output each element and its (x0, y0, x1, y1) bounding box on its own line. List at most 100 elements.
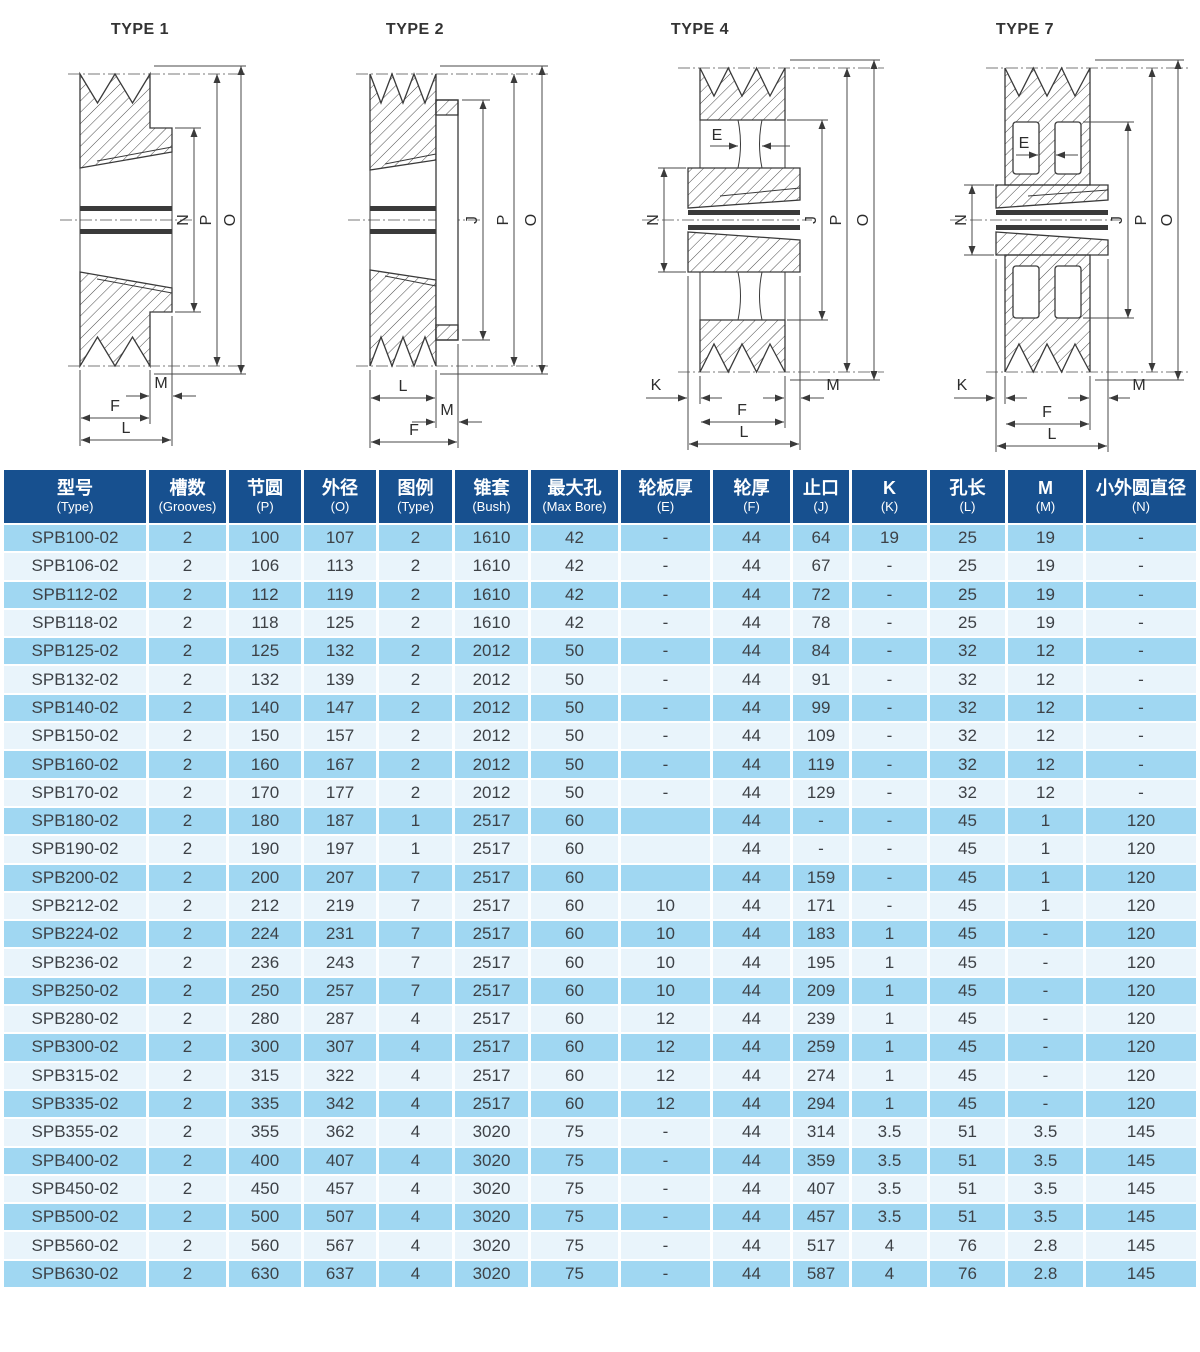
cell: 25 (930, 609, 1008, 639)
cell (621, 836, 713, 865)
cell: 197 (304, 836, 379, 865)
cell: - (1008, 1006, 1086, 1035)
cell: SPB450-02 (4, 1175, 149, 1205)
cell: 1 (379, 807, 455, 837)
cell: 2 (149, 977, 229, 1007)
cell: 3.5 (852, 1119, 930, 1148)
cell: 2 (149, 553, 229, 582)
cell: 2517 (455, 1090, 531, 1120)
cell: 75 (531, 1119, 621, 1148)
dim-label-m: M (826, 377, 839, 394)
cell: - (621, 609, 713, 639)
cell: 457 (304, 1175, 379, 1205)
cell: 322 (304, 1062, 379, 1091)
cell: 2 (149, 723, 229, 752)
cell: - (621, 723, 713, 752)
cell: - (621, 666, 713, 695)
cell: 1 (1008, 807, 1086, 837)
cell: SPB112-02 (4, 581, 149, 610)
cell: 32 (930, 666, 1008, 695)
cell: 10 (621, 949, 713, 978)
cell: 75 (531, 1175, 621, 1205)
cell: 145 (1086, 1119, 1196, 1148)
cell: 362 (304, 1119, 379, 1148)
cell: 407 (304, 1147, 379, 1176)
cell: - (1086, 525, 1196, 554)
cell: 4 (379, 1119, 455, 1148)
cell: 75 (531, 1232, 621, 1261)
cell: 183 (793, 921, 852, 950)
cell: 120 (1086, 892, 1196, 922)
cell: - (1086, 638, 1196, 667)
table-row: SPB300-02 2 300 307 4 2517 60 12 44 259 1 45-120 (4, 1034, 1196, 1063)
cell: 560 (229, 1232, 304, 1261)
cell: 1610 (455, 525, 531, 554)
cell: 231 (304, 921, 379, 950)
column-header: 型号 (Type) (4, 470, 149, 525)
cell: 113 (304, 553, 379, 582)
hub-upper-section (995, 184, 1109, 209)
cell: 120 (1086, 1034, 1196, 1063)
cell: - (621, 581, 713, 610)
cell: 2012 (455, 666, 531, 695)
cell: 42 (531, 525, 621, 554)
cell: 139 (304, 666, 379, 695)
cell: - (852, 807, 930, 837)
cell: 145 (1086, 1204, 1196, 1233)
cell: 2 (149, 1006, 229, 1035)
cell: 407 (793, 1175, 852, 1205)
dim-label-f: F (737, 402, 747, 419)
cell: SPB160-02 (4, 751, 149, 780)
cell: 140 (229, 694, 304, 724)
cell: 118 (229, 609, 304, 639)
cell: 44 (713, 921, 793, 950)
cell: 50 (531, 694, 621, 724)
cell: 109 (793, 723, 852, 752)
cell: 2.8 (1008, 1232, 1086, 1261)
cell: 2012 (455, 638, 531, 667)
table-row: SPB125-02 2 125 132 2 2012 50-44 84-32 12- (4, 638, 1196, 667)
cell: 60 (531, 949, 621, 978)
cell: 3.5 (852, 1175, 930, 1205)
cell: 2 (379, 723, 455, 752)
cell: 7 (379, 949, 455, 978)
cell: 125 (229, 638, 304, 667)
rim-upper-section (79, 71, 173, 169)
cell: 12 (621, 1062, 713, 1091)
hub-lower-section (995, 231, 1109, 256)
cell: 44 (713, 1147, 793, 1176)
cell: 99 (793, 694, 852, 724)
cell: - (852, 892, 930, 922)
cell: 274 (793, 1062, 852, 1091)
cell: 2 (379, 553, 455, 582)
dim-label-f: F (409, 422, 419, 439)
cell: 2 (149, 836, 229, 865)
cell: 132 (229, 666, 304, 695)
cell: 51 (930, 1204, 1008, 1233)
table-row: SPB190-02 2 190 197 1 2517 60 44- -45 1 120 (4, 836, 1196, 865)
table-row: SPB335-02 2 335 342 4 2517 60 12 44 294 1 45-120 (4, 1090, 1196, 1120)
cell: 12 (1008, 666, 1086, 695)
cell: - (621, 1204, 713, 1233)
column-header: 轮板厚 (E) (621, 470, 713, 525)
cell: SPB560-02 (4, 1232, 149, 1261)
cell: 44 (713, 1204, 793, 1233)
cell: - (1008, 1062, 1086, 1091)
table-row: SPB250-02 2 250 257 7 2517 60 10 44 209 1 45-120 (4, 977, 1196, 1007)
column-header: 孔长 (L) (930, 470, 1008, 525)
cell: - (1086, 723, 1196, 752)
cell: 2 (379, 638, 455, 667)
cell: 120 (1086, 1062, 1196, 1091)
cell: 3020 (455, 1232, 531, 1261)
cell: 7 (379, 977, 455, 1007)
cell: 12 (621, 1006, 713, 1035)
cell: 44 (713, 609, 793, 639)
table-row: SPB140-02 2 140 147 2 2012 50-44 99-32 12- (4, 694, 1196, 724)
cell: SPB140-02 (4, 694, 149, 724)
cell: 44 (713, 723, 793, 752)
cell: - (793, 836, 852, 865)
rim-upper-section (699, 66, 786, 121)
cell: 2 (149, 1090, 229, 1120)
cell: 60 (531, 1034, 621, 1063)
cell: 12 (621, 1090, 713, 1120)
